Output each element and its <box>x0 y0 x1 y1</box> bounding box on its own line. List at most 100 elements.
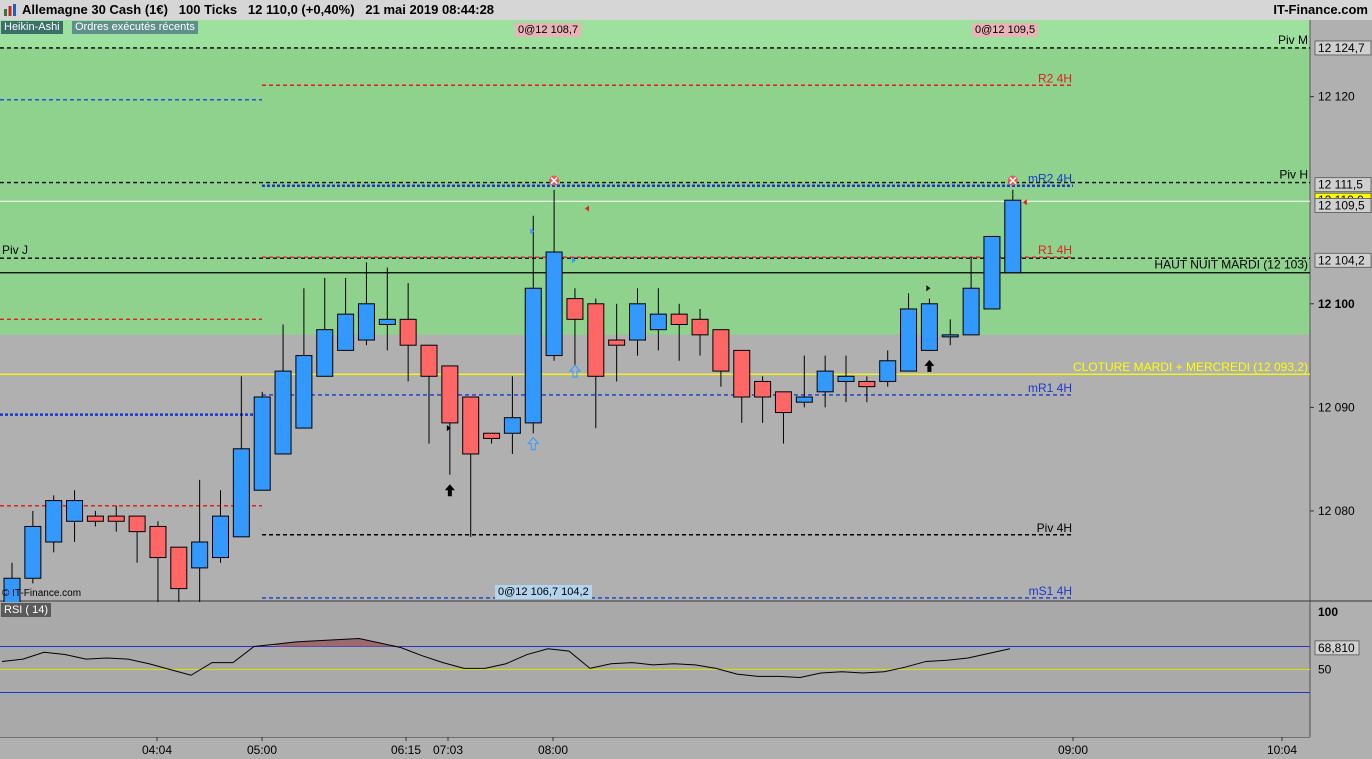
arrow-up-marker-2 <box>444 484 455 497</box>
x-tick-label-5: 09:00 <box>1058 743 1088 757</box>
candle-body-32 <box>670 313 688 325</box>
candle-body-7 <box>149 525 167 559</box>
candle-body-28 <box>587 303 605 377</box>
candle-body-47 <box>983 235 1001 310</box>
candle-body-44 <box>920 303 938 351</box>
app-icon <box>4 4 16 16</box>
candle-body-34 <box>712 329 730 372</box>
arrow-up-hollow-marker-5 <box>568 364 582 378</box>
x-tick-label-4: 08:00 <box>538 743 568 757</box>
level-label-4: Piv H <box>1279 168 1308 182</box>
arrow-up-hollow-marker-4 <box>527 436 540 451</box>
price-label-box-1 <box>1314 177 1372 193</box>
candle-body-24 <box>503 417 521 434</box>
rsi-tick-50: 50 <box>1318 663 1332 677</box>
candle-body-15 <box>316 329 334 377</box>
rsi-chart[interactable]: 100 50 68,810 <box>0 602 1372 737</box>
candle-body-42 <box>879 360 897 382</box>
zone-0 <box>0 20 1310 335</box>
candle-body-33 <box>691 318 709 336</box>
rsi-tick-100: 100 <box>1318 605 1338 619</box>
candle-body-10 <box>212 515 229 559</box>
candle-body-45 <box>941 334 959 338</box>
candle-body-21 <box>441 365 459 424</box>
level-label-3: mR2 4H <box>1028 172 1072 186</box>
rsi-value-label: 68,810 <box>1318 641 1355 655</box>
price-label-4: 12 104,2 <box>1318 253 1365 267</box>
price-label-box-3 <box>1314 197 1372 213</box>
candle-body-40 <box>837 375 855 382</box>
title-bar: Allemagne 30 Cash (1€) 100 Ticks 12 110,… <box>0 0 1372 21</box>
candle-body-12 <box>253 396 271 491</box>
candle-body-30 <box>629 303 646 341</box>
candle-body-4 <box>86 515 104 522</box>
candle-body-20 <box>420 344 438 377</box>
candle-body-13 <box>274 370 292 455</box>
order-tag-right[interactable]: 0@12 109,5 <box>972 23 1039 37</box>
candle-body-9 <box>191 541 209 569</box>
candle-body-17 <box>357 303 375 341</box>
level-label-0: Piv M <box>1278 33 1308 47</box>
candle-body-41 <box>858 380 876 388</box>
y-tick-label-4: 12 120 <box>1318 90 1355 104</box>
x-marker-cross-0 <box>550 176 558 185</box>
y-tick-label-0: 12 080 <box>1318 504 1355 518</box>
price-chart[interactable]: Piv M R2 4H mR2 4H Piv H Piv J R1 4H HAUT NUIT… <box>0 20 1372 602</box>
xaxis-bg <box>0 737 1372 759</box>
candle-body-39 <box>816 370 834 393</box>
x-tick-label-2: 06:15 <box>391 743 421 757</box>
level-label-13: Piv 4H <box>1037 521 1072 535</box>
time-axis: 04:04 05:00 06:15 07:03 08:00 09:00 10:04 <box>0 737 1372 759</box>
candle-body-29 <box>608 339 626 346</box>
candle-body-46 <box>962 287 980 336</box>
level-label-9: CLOTURE MARDI + MERCREDI (12 093,2) <box>1073 360 1308 374</box>
candle-body-26 <box>545 251 563 357</box>
candle-body-23 <box>483 432 501 439</box>
candle-body-48 <box>1004 199 1022 274</box>
level-label-10: mR1 4H <box>1028 381 1072 395</box>
x-tick-label-0: 04:04 <box>142 743 172 757</box>
level-label-5: Piv J <box>2 243 28 257</box>
order-tag-left[interactable]: 0@12 108,7 <box>515 23 582 37</box>
level-label-1: R2 4H <box>1038 71 1072 85</box>
candle-body-25 <box>524 287 542 424</box>
y-tick-label-1: 12 090 <box>1318 400 1355 414</box>
candle-body-19 <box>399 318 417 346</box>
arrow-up-marker-3 <box>924 359 935 372</box>
x-tick-label-6: 10:04 <box>1267 743 1297 757</box>
rsi-label[interactable]: RSI ( 14) <box>1 603 52 617</box>
tri-left-marker-8 <box>1022 199 1027 206</box>
candle-body-1 <box>24 525 42 579</box>
candle-body-35 <box>733 349 751 398</box>
tri-right-marker-11 <box>926 285 931 292</box>
zone-top-band <box>0 20 1310 48</box>
level-label-7: HAUT NUIT MARDI (12 103) <box>1154 258 1308 272</box>
candle-body-5 <box>107 515 125 522</box>
candle-body-22 <box>462 396 480 455</box>
tri-left-marker-7 <box>584 205 589 212</box>
candle-body-37 <box>774 391 792 414</box>
x-tick-label-3: 07:03 <box>433 743 463 757</box>
tri-right-marker-10 <box>446 425 451 432</box>
rsi-value-box <box>1314 640 1360 656</box>
recent-orders-badge[interactable]: Ordres exécutés récents <box>72 21 198 34</box>
candle-body-43 <box>900 308 918 372</box>
price-label-box-4 <box>1314 252 1372 268</box>
candle-body-11 <box>232 448 250 538</box>
tri-right-marker-6 <box>530 228 535 235</box>
rsi-axis-bg <box>1310 602 1372 737</box>
price-label-box-0 <box>1314 40 1372 56</box>
candle-body-2 <box>45 500 63 543</box>
price-axis-bg <box>1310 20 1372 602</box>
price-label-1: 12 111,5 <box>1318 178 1363 192</box>
x-marker-cross-1 <box>1009 176 1017 185</box>
rsi-line <box>1 637 1011 679</box>
candle-body-36 <box>754 380 772 398</box>
candle-body-14 <box>295 355 313 429</box>
heikin-ashi-badge[interactable]: Heikin-Ashi <box>1 21 63 34</box>
candle-body-16 <box>337 313 355 351</box>
candle-body-27 <box>566 298 584 320</box>
candle-body-8 <box>170 546 188 590</box>
order-tag-bottom[interactable]: 0@12 106,7 104,2 <box>495 585 592 599</box>
candle-body-3 <box>66 500 84 522</box>
